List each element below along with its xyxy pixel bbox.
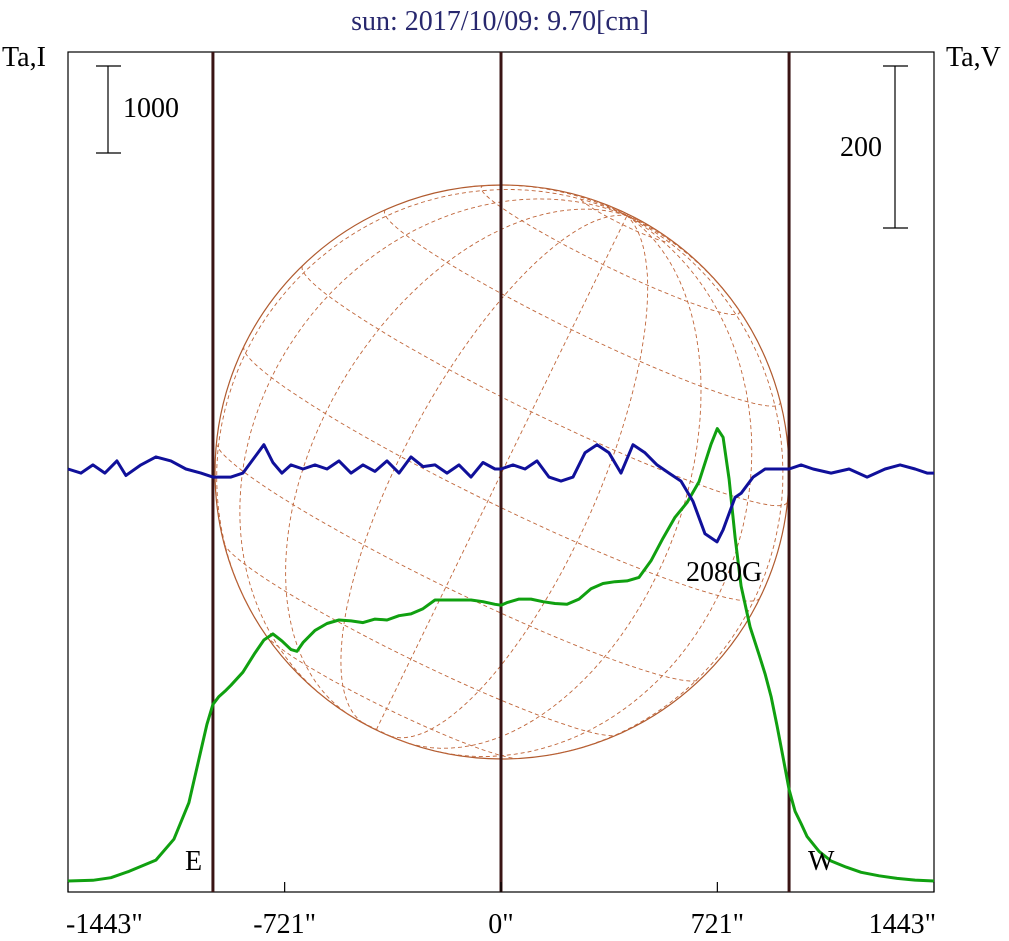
longitude-line [375, 215, 628, 730]
right-scale-bar-label: 200 [840, 132, 882, 163]
longitude-line [626, 215, 747, 323]
longitude-line [285, 208, 628, 717]
latitude-line [223, 543, 618, 737]
longitude-line [626, 215, 638, 220]
longitude-line [402, 215, 702, 749]
longitude-line [579, 195, 628, 217]
longitude-line [609, 205, 628, 217]
longitude-line [626, 215, 673, 242]
series-line-I [67, 427, 935, 883]
longitude-line [340, 214, 628, 724]
latitude-line [480, 185, 740, 316]
longitude-line [239, 198, 628, 696]
right-axis-label: Ta,V [946, 42, 1001, 73]
solar-disk [214, 184, 790, 760]
x-tick-label: 721" [691, 909, 744, 940]
longitude-line [548, 215, 784, 756]
longitude-line [390, 215, 649, 739]
series-line-V [67, 443, 934, 544]
polarization-annotation: 2080G [686, 557, 762, 588]
x-tick-label: -721" [253, 909, 316, 940]
latitude-line [383, 209, 781, 407]
limb-markers [211, 52, 791, 892]
x-tick-label: 0" [488, 909, 513, 940]
latitude-line [216, 442, 701, 682]
left-scale-bar-label: 1000 [123, 93, 179, 124]
east-limb-label: E [185, 846, 202, 877]
longitude-line [437, 215, 753, 757]
chart-title: sun: 2017/10/09: 9.70[cm] [351, 6, 649, 37]
heliographic-grid [216, 184, 788, 759]
x-tick-label: -1443" [66, 909, 143, 940]
left-scale-bar: 1000 [96, 65, 179, 154]
x-axis: -1443" -721" 0" 721" 1443" [66, 882, 936, 940]
west-limb-label: W [808, 846, 835, 877]
longitude-line [216, 189, 628, 610]
right-scale-bar: 200 [840, 65, 908, 229]
latitude-line [579, 196, 671, 243]
x-tick-label: 1443" [869, 909, 936, 940]
longitude-line [469, 184, 628, 217]
left-axis-label: Ta,I [2, 42, 46, 73]
series-layer [67, 427, 935, 883]
